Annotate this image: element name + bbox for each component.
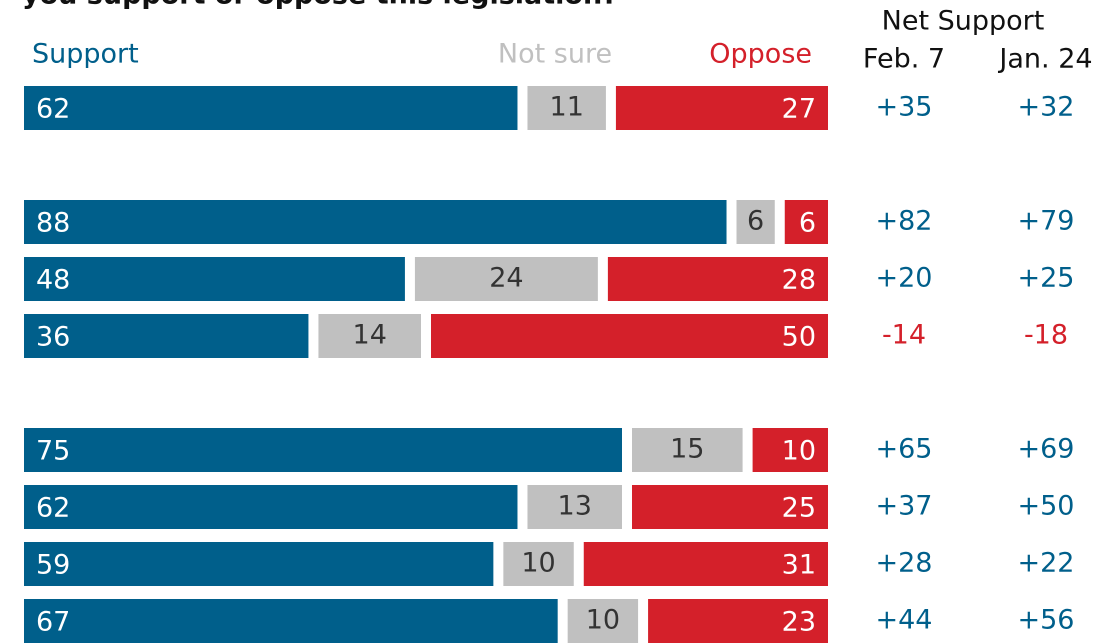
bar-segment: [615, 86, 828, 130]
value-label: 6: [747, 206, 764, 237]
net-support-value: +79: [1018, 206, 1075, 237]
value-label: 62: [36, 94, 70, 125]
net-support-title: Net Support: [882, 6, 1045, 37]
bar-segment: [24, 314, 309, 358]
value-label: 15: [670, 434, 704, 465]
bar-segment: [607, 257, 828, 301]
value-label: 13: [558, 491, 592, 522]
bar-segment: [318, 314, 421, 358]
bar-segment: [527, 485, 622, 529]
bar-segment: [24, 200, 727, 244]
net-support-value: +82: [876, 206, 933, 237]
chart-title: you support or oppose this legislation?: [22, 0, 618, 11]
value-label: 50: [782, 322, 816, 353]
legend-label: Not sure: [498, 39, 612, 70]
bar-segment: [24, 599, 558, 643]
bar-segment: [736, 200, 775, 244]
net-support-value: -18: [1024, 320, 1068, 351]
net-support-value: +65: [876, 434, 933, 465]
net-support-value: +32: [1018, 92, 1075, 123]
value-label: 59: [36, 550, 70, 581]
net-support-value: +22: [1018, 548, 1075, 579]
value-label: 11: [550, 92, 584, 123]
bar-segment: [567, 599, 639, 643]
bar-segment: [784, 200, 828, 244]
bar-segment: [752, 428, 828, 472]
value-label: 62: [36, 493, 70, 524]
net-support-value: +25: [1018, 263, 1075, 294]
value-label: 67: [36, 607, 70, 638]
value-label: 24: [489, 263, 523, 294]
value-label: 23: [782, 607, 816, 638]
net-support-value: +44: [876, 605, 933, 636]
bar-segment: [24, 86, 518, 130]
value-label: 27: [782, 94, 816, 125]
bar-segment: [583, 542, 828, 586]
value-label: 6: [799, 208, 816, 239]
net-support-value: +35: [876, 92, 933, 123]
legend-label: Oppose: [709, 39, 812, 70]
value-label: 10: [521, 548, 555, 579]
bar-segment: [24, 485, 518, 529]
bar-segment: [24, 542, 494, 586]
value-label: 36: [36, 322, 70, 353]
net-support-value: +28: [876, 548, 933, 579]
bar-segment: [648, 599, 828, 643]
value-label: 75: [36, 436, 70, 467]
value-label: 48: [36, 265, 70, 296]
net-support-value: +20: [876, 263, 933, 294]
value-label: 10: [586, 605, 620, 636]
net-support-value: +56: [1018, 605, 1075, 636]
net-support-value: +69: [1018, 434, 1075, 465]
bar-segment: [527, 86, 606, 130]
bar-segment: [632, 428, 743, 472]
bar-segment: [503, 542, 574, 586]
bar-segment: [414, 257, 598, 301]
net-support-value: -14: [882, 320, 926, 351]
value-label: 10: [782, 436, 816, 467]
column-header: Feb. 7: [863, 44, 945, 75]
net-support-value: +37: [876, 491, 933, 522]
value-label: 28: [782, 265, 816, 296]
column-header: Jan. 24: [997, 44, 1092, 75]
bar-segment: [431, 314, 828, 358]
net-support-value: +50: [1018, 491, 1075, 522]
bar-segment: [24, 257, 405, 301]
value-label: 25: [782, 493, 816, 524]
bar-segment: [24, 428, 622, 472]
legend-label: Support: [32, 39, 139, 70]
bar-segment: [632, 485, 828, 529]
value-label: 31: [782, 550, 816, 581]
value-label: 14: [353, 320, 387, 351]
value-label: 88: [36, 208, 70, 239]
